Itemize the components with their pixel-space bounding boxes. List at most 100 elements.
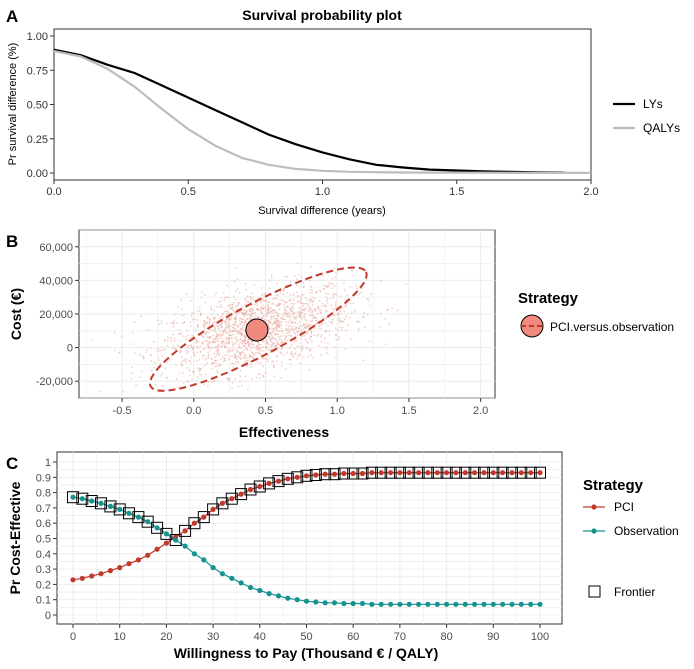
ce-scatter-point [309,320,312,323]
ce-scatter-point [224,346,227,348]
ce-scatter-point [283,287,285,290]
ce-scatter-point [231,381,234,384]
ceac-point-pci [210,506,216,512]
ce-scatter-point [294,348,296,350]
ce-scatter-point [235,361,238,363]
ce-scatter-point [335,334,337,337]
survival-y-axis-label: Pr survival difference (%) [7,43,19,166]
ceac-frontier-square [132,511,145,524]
ce-scatter-point [131,366,133,368]
ce-scatter-point [231,303,234,306]
ce-scatter-point [342,320,345,323]
ce-scatter-point [268,287,271,289]
ceac-legend-point-observation [591,528,597,534]
ce-scatter-point [189,374,191,377]
ceac-frontier-square [319,468,332,481]
ce-scatter-point [238,330,241,333]
ce-scatter-point [199,345,202,347]
ce-scatter-point [299,300,302,303]
ce-scatter-point [281,299,284,301]
ce-scatter-point [240,310,243,312]
ce-scatter-point [302,293,305,296]
ce-scatter-point [284,310,286,312]
ce-scatter-point [311,304,314,306]
ceac-point-observation [294,597,300,603]
ce-scatter-point [299,306,301,308]
ce-scatter-point [187,350,190,353]
ce-scatter-point [235,330,237,332]
ce-scatter-point [347,324,349,326]
ce-scatter-point [357,321,359,324]
ce-scatter-point [325,292,327,295]
ce-scatter-point [196,345,199,348]
ce-scatter-point [244,311,247,314]
ce-scatter-point [245,319,248,322]
ce-scatter-point [300,335,303,338]
ce-scatter-point [338,326,341,329]
ce-scatter-point [320,327,322,330]
ce-scatter-point [271,331,274,333]
ceac-y-tick-label: 0.2 [36,579,51,591]
ce-scatter-point [214,328,216,331]
ce-scatter-point [246,340,249,342]
ce-scatter-point [221,333,224,336]
ce-scatter-point [217,345,220,348]
ce-scatter-point [224,330,227,333]
ceac-point-observation [528,601,534,607]
ce-x-tick-label: 0.0 [186,405,201,417]
ceac-frontier-square [225,492,238,505]
ce-scatter-point [338,321,341,323]
ce-scatter-point [299,338,302,340]
ce-scatter-point [272,365,275,367]
ce-scatter-point [217,354,220,357]
ce-scatter-point [223,344,226,347]
ce-scatter-point [311,356,314,359]
ce-scatter-point [245,309,248,312]
ce-scatter-point [273,315,276,318]
ce-scatter-point [207,381,210,384]
ce-scatter-point [292,354,294,357]
ce-scatter-point [247,388,249,391]
ce-scatter-point [324,329,327,331]
ce-scatter-point [239,338,242,341]
ce-scatter-point [202,348,205,351]
ce-scatter-point [331,282,334,285]
ce-scatter-point [287,334,290,337]
ce-scatter-point [290,352,293,355]
ceac-point-observation [490,601,496,607]
ce-scatter-point [235,324,237,326]
ceac-point-observation [350,600,356,607]
ce-scatter-point [265,358,268,360]
ce-scatter-point [333,314,336,316]
ce-scatter-point [158,323,161,326]
ce-scatter-point [225,318,228,321]
ce-scatter-point [227,349,230,352]
ce-scatter-point [206,362,209,365]
ce-scatter-point [355,285,358,287]
ce-scatter-point [212,323,214,325]
ce-scatter-point [235,338,238,341]
ce-scatter-point [265,305,267,308]
ce-scatter-point [304,338,307,341]
ceac-frontier-square [365,466,378,479]
ce-scatter-point [217,334,220,337]
ce-scatter-point [231,362,233,365]
ce-scatter-point [207,355,210,357]
ce-scatter-point [328,330,331,332]
ce-scatter-point [191,334,194,337]
ce-scatter-point [314,297,317,300]
ce-scatter-point [313,315,316,318]
ce-scatter-point [179,350,182,353]
ceac-point-observation [275,593,282,599]
ceac-frontier-square [431,466,444,479]
ce-scatter-point [286,305,289,308]
ce-scatter-point [221,345,224,347]
survival-plot-title: Survival probability plot [242,7,402,23]
ce-scatter-point [164,348,166,351]
ce-scatter-point [271,298,274,300]
ce-scatter-point [254,303,256,306]
ce-scatter-point [288,300,291,302]
ce-scatter-point [196,319,199,321]
survival-x-tick-label: 1.0 [315,186,330,198]
survival-plot-area [53,28,592,181]
